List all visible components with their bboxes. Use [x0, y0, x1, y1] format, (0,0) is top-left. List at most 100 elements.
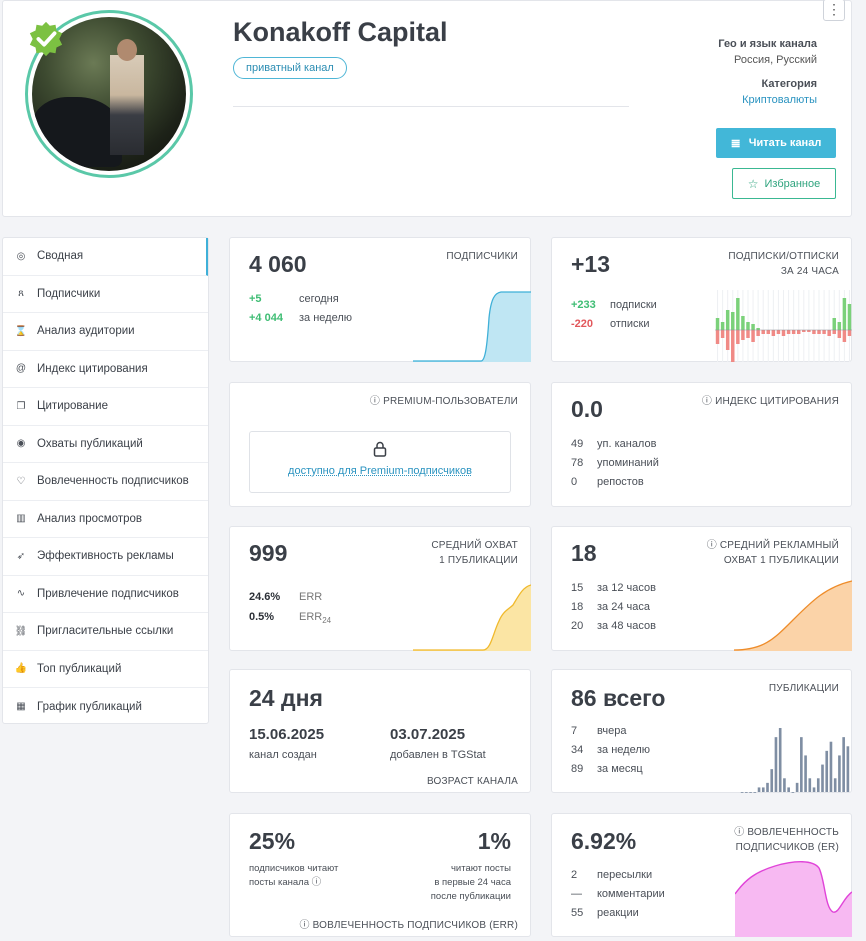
- err-label: ERR: [299, 591, 323, 603]
- sidebar-item-ads[interactable]: ➶ Эффективность рекламы: [3, 538, 208, 576]
- publication-bar: [761, 787, 765, 792]
- unsubs-bar: [761, 330, 765, 334]
- er-card[interactable]: 6.92% ⓘ ВОВЛЕЧЕННОСТЬ ПОДПИСЧИКОВ (ER) 2…: [551, 813, 852, 937]
- unsubs-bar: [731, 330, 735, 362]
- at-icon: @: [15, 363, 27, 375]
- premium-label: ⓘ PREMIUM-ПОЛЬЗОВАТЕЛИ: [369, 396, 518, 407]
- heart-icon: ♡: [16, 475, 26, 487]
- sidebar-item-acquisition[interactable]: ∿ Привлечение подписчиков: [3, 576, 208, 613]
- subscribers-count: 4 060: [249, 251, 307, 277]
- er-row-text: пересылки: [597, 869, 653, 881]
- citation-index-card[interactable]: 0.0 ⓘ ИНДЕКС ЦИТИРОВАНИЯ 49 уп. каналов …: [551, 382, 852, 507]
- unsubs-bar: [741, 330, 745, 340]
- sidebar-item-summary[interactable]: ◎ Сводная: [3, 238, 208, 276]
- info-icon[interactable]: ⓘ: [369, 396, 384, 407]
- err-readers-percent: 25%: [249, 828, 296, 854]
- err-24h-percent: 1%: [477, 828, 511, 854]
- private-channel-tag[interactable]: приватный канал: [233, 57, 347, 79]
- subs-bar: [746, 322, 750, 330]
- category-link[interactable]: Криптовалюты: [742, 94, 817, 106]
- citation-row-text: уп. каналов: [597, 438, 657, 450]
- ad-reach-sparkline: [734, 580, 852, 651]
- sidebar-item-audience[interactable]: ⌛ Анализ аудитории: [3, 313, 208, 351]
- info-icon[interactable]: ⓘ: [706, 540, 720, 551]
- premium-card: ⓘ PREMIUM-ПОЛЬЗОВАТЕЛИ доступно для Prem…: [229, 382, 531, 507]
- sidebar-item-label: Вовлеченность подписчиков: [37, 475, 189, 488]
- publication-bar: [745, 792, 748, 793]
- unsubs-bar: [715, 330, 720, 344]
- subs-bar: [837, 322, 842, 330]
- premium-link[interactable]: доступно для Premium-подписчиков: [288, 465, 472, 477]
- sidebar-item-top-posts[interactable]: 👍 Топ публикаций: [3, 651, 208, 688]
- unsubs-bar: [746, 330, 750, 338]
- eye-icon: ◉: [16, 438, 26, 450]
- ad-reach-row-num: 15: [571, 582, 584, 594]
- subs-bar: [731, 312, 735, 330]
- subs-bar: [832, 318, 836, 330]
- category-label: Категория: [761, 78, 817, 90]
- info-icon[interactable]: ⓘ: [734, 827, 748, 838]
- citation-row-num: 49: [571, 438, 584, 450]
- sidebar-item-label: Привлечение подписчиков: [37, 587, 179, 600]
- sidebar-item-invite-links[interactable]: ⛓ Пригласительные ссылки: [3, 613, 208, 651]
- read-channel-button[interactable]: ≣ Читать канал: [716, 128, 836, 158]
- sidebar-item-citations[interactable]: ❐ Цитирование: [3, 388, 208, 426]
- unsubs-bar: [832, 330, 836, 334]
- channel-age-card: 24 дня 15.06.2025 канал создан 03.07.202…: [229, 669, 531, 793]
- unsubs-bar: [766, 330, 771, 334]
- subs-24h-card[interactable]: +13 ПОДПИСКИ/ОТПИСКИ ЗА 24 ЧАСА +233 под…: [551, 237, 852, 362]
- channel-age-value: 24 дня: [249, 685, 323, 711]
- channel-age-label: ВОЗРАСТ КАНАЛА: [426, 776, 518, 787]
- info-icon[interactable]: ⓘ: [311, 877, 322, 888]
- sidebar-item-label: Топ публикаций: [37, 662, 122, 675]
- unsubs-bar: [802, 330, 806, 332]
- subs-24h-sublabel: ЗА 24 ЧАСА: [780, 266, 839, 277]
- err24-label: ERR24: [299, 611, 332, 626]
- more-menu-button[interactable]: ⋮: [823, 0, 845, 21]
- avg-reach-card[interactable]: 999 СРЕДНИЙ ОХВАТ 1 ПУБЛИКАЦИИ 24.6% ERR…: [229, 526, 531, 651]
- subs-bar: [715, 318, 720, 330]
- geo-value: Россия, Русский: [734, 54, 817, 66]
- publication-bar: [846, 746, 850, 792]
- subs-bar: [756, 328, 760, 330]
- unsubs-bar: [842, 330, 847, 342]
- favorite-button[interactable]: ☆ Избранное: [732, 168, 836, 199]
- sidebar-item-label: Подписчики: [37, 287, 101, 300]
- subs-bar: [751, 324, 755, 330]
- link-icon: ⛓: [14, 625, 28, 637]
- subscribers-card[interactable]: 4 060 ПОДПИСЧИКИ +5 сегодня +4 044 за не…: [229, 237, 531, 362]
- ad-reach-sublabel: ОХВАТ 1 ПУБЛИКАЦИИ: [723, 555, 839, 566]
- added-date: 03.07.2025: [390, 726, 466, 743]
- ad-reach-card[interactable]: 18 ⓘ СРЕДНИЙ РЕКЛАМНЫЙ ОХВАТ 1 ПУБЛИКАЦИ…: [551, 526, 852, 651]
- er-row-num: —: [571, 888, 582, 900]
- avg-reach-sublabel: 1 ПУБЛИКАЦИИ: [439, 555, 518, 566]
- err24-value: 0.5%: [249, 611, 275, 623]
- publication-bar: [795, 782, 799, 792]
- sidebar-item-subscribers[interactable]: ጸ Подписчики: [3, 276, 208, 313]
- publication-bar: [829, 741, 833, 792]
- sidebar-item-reach[interactable]: ◉ Охваты публикаций: [3, 426, 208, 463]
- info-icon[interactable]: ⓘ: [299, 920, 313, 931]
- citation-row-num: 78: [571, 457, 584, 469]
- unsubs-bar: [720, 330, 725, 338]
- info-icon[interactable]: ⓘ: [701, 396, 716, 407]
- publications-total: 86 всего: [571, 685, 666, 711]
- verified-badge-icon: [29, 21, 63, 57]
- avg-reach-value: 999: [249, 540, 288, 566]
- subscribers-label: ПОДПИСЧИКИ: [446, 251, 518, 262]
- ad-reach-value: 18: [571, 540, 597, 566]
- ad-reach-row-num: 20: [571, 620, 584, 632]
- sidebar-item-schedule[interactable]: ▦ График публикаций: [3, 688, 208, 726]
- err-readers-text: подписчиков читают посты канала ⓘ: [249, 863, 339, 888]
- sidebar-item-engagement[interactable]: ♡ Вовлеченность подписчиков: [3, 463, 208, 501]
- sidebar-item-label: Цитирование: [37, 400, 108, 413]
- posts-row-num: 34: [571, 744, 584, 756]
- publications-card[interactable]: 86 всего ПУБЛИКАЦИИ 7 вчера 34 за неделю…: [551, 669, 852, 793]
- citation-index-label: ⓘ ИНДЕКС ЦИТИРОВАНИЯ: [701, 396, 839, 407]
- sidebar-item-citation-index[interactable]: @ Индекс цитирования: [3, 351, 208, 388]
- err-engagement-card[interactable]: 25% 1% подписчиков читают посты канала ⓘ…: [229, 813, 531, 937]
- sidebar-item-views[interactable]: ▥ Анализ просмотров: [3, 501, 208, 538]
- trend-icon: ∿: [16, 588, 26, 600]
- sidebar-nav: ◎ Сводная ጸ Подписчики ⌛ Анализ аудитории @…: [2, 237, 209, 724]
- unsubs-bar: [847, 330, 852, 336]
